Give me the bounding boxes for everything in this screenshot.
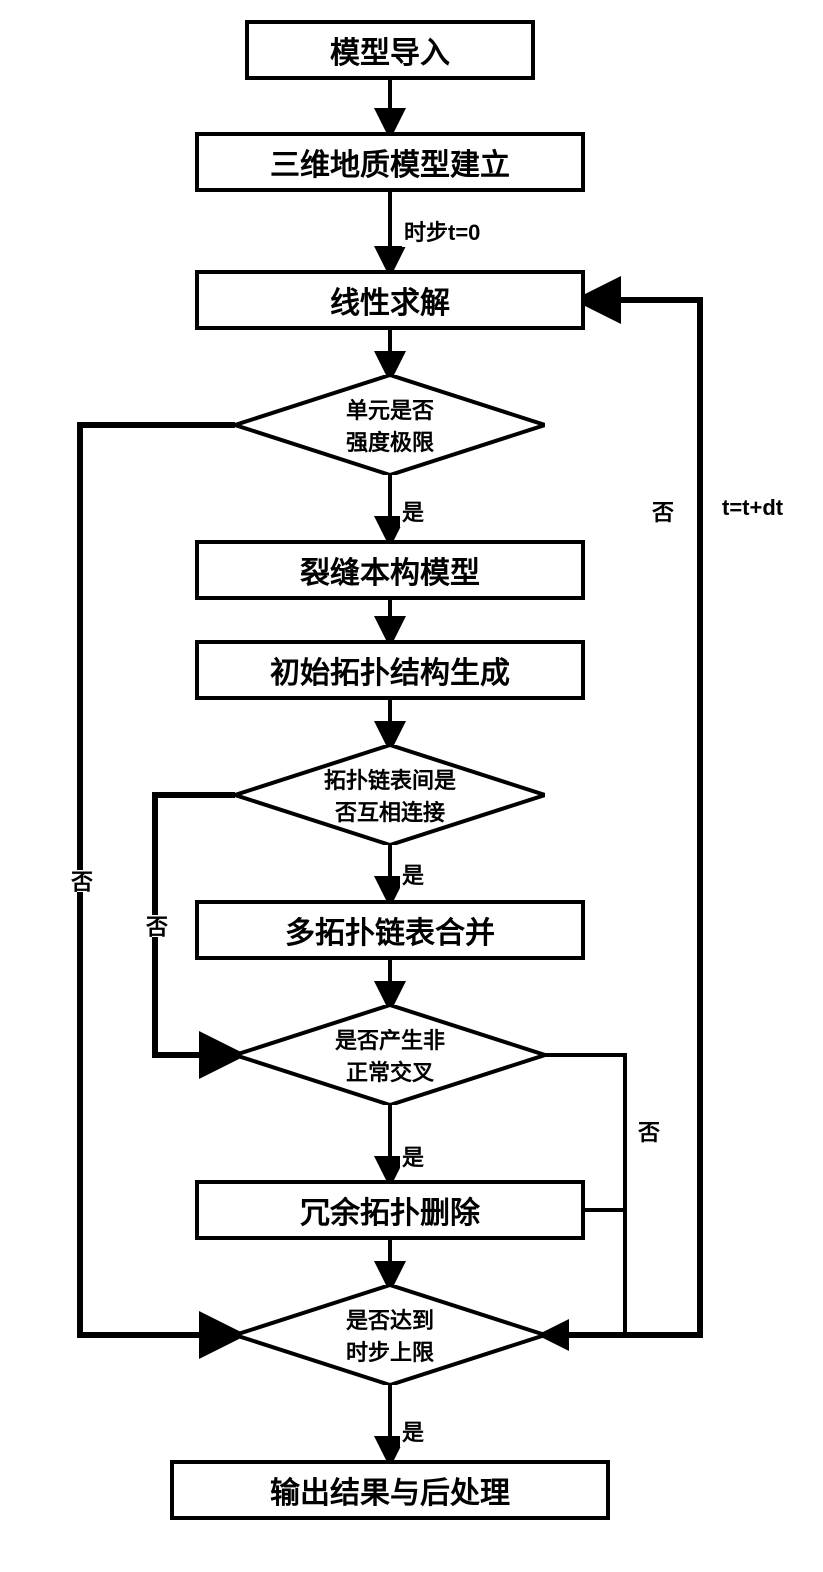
decision-label: 拓扑链表间是 否互相连接 [324, 763, 456, 827]
node-label: 线性求解 [330, 278, 450, 322]
node-label: 裂缝本构模型 [300, 548, 480, 592]
edge-label: 是 [400, 1415, 426, 1447]
flowchart-decision-d2: 拓扑链表间是 否互相连接 [235, 745, 545, 845]
flowchart-node-n5: 初始拓扑结构生成 [195, 640, 585, 700]
flowchart-decision-d1: 单元是否 强度极限 [235, 375, 545, 475]
flowchart-decision-d3: 是否产生非 正常交叉 [235, 1005, 545, 1105]
node-label: 初始拓扑结构生成 [270, 648, 510, 692]
flowchart-node-n2: 三维地质模型建立 [195, 132, 585, 192]
node-label: 输出结果与后处理 [270, 1468, 510, 1512]
flowchart-node-n7: 冗余拓扑删除 [195, 1180, 585, 1240]
edge-label: t=t+dt [720, 495, 785, 521]
decision-label: 是否达到 时步上限 [346, 1303, 434, 1367]
edge-label: 否 [650, 495, 676, 527]
decision-label: 单元是否 强度极限 [346, 393, 434, 457]
node-label: 三维地质模型建立 [270, 140, 510, 184]
edge-label: 否 [636, 1115, 662, 1147]
decision-label: 是否产生非 正常交叉 [335, 1023, 445, 1087]
flowchart-node-n8: 输出结果与后处理 [170, 1460, 610, 1520]
flowchart-node-n6: 多拓扑链表合并 [195, 900, 585, 960]
flowchart-node-n4: 裂缝本构模型 [195, 540, 585, 600]
flowchart-decision-d4: 是否达到 时步上限 [235, 1285, 545, 1385]
edge-label: 是 [400, 495, 426, 527]
edge-label: 否 [137, 915, 173, 937]
flowchart-node-n3: 线性求解 [195, 270, 585, 330]
edge-label: 否 [62, 870, 98, 892]
edge-label: 时步t=0 [402, 215, 482, 247]
node-label: 冗余拓扑删除 [300, 1188, 480, 1232]
edge-label: 是 [400, 858, 426, 890]
flowchart-node-n1: 模型导入 [245, 20, 535, 80]
node-label: 模型导入 [330, 28, 450, 72]
edge-label: 是 [400, 1140, 426, 1172]
node-label: 多拓扑链表合并 [285, 908, 495, 952]
